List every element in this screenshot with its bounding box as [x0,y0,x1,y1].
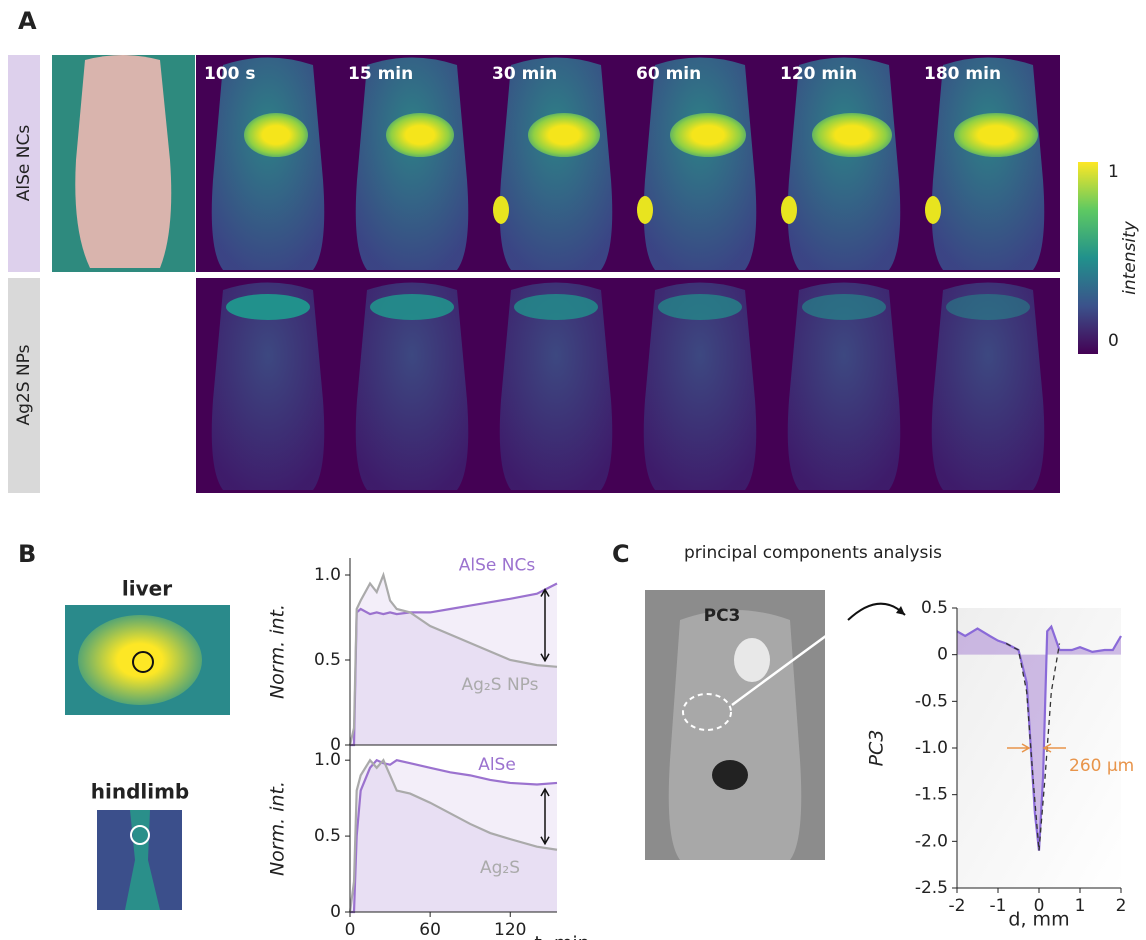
time-label: 30 min [492,64,557,84]
series-label: Ag₂S NPs [462,675,539,695]
liver-signal [514,294,598,320]
x-tick-label: 120 [494,920,526,940]
hindlimb-image [97,810,182,910]
y-tick-label: -1.5 [915,785,948,805]
colorbar [1078,162,1098,354]
liver-signal [386,113,454,157]
row-label: AlSe NCs [14,125,34,202]
mouse-glow [788,58,901,271]
x-tick-label: 60 [419,920,441,940]
x-tick-label: 0 [345,920,356,940]
series-label: AlSe [478,755,516,775]
time-label: 100 s [204,64,256,84]
liver-signal [670,113,746,157]
image-label: PC3 [704,606,741,626]
image-label: liver [122,577,172,601]
mouse-glow [500,58,613,271]
y-tick-label: -1.0 [915,738,948,758]
mouse-glow [644,58,757,271]
y-axis-label: Norm. int. [267,781,289,876]
liver-signal [528,113,600,157]
y-tick-label: 0 [330,902,341,922]
panel-label: A [18,7,37,35]
y-tick-label: 0.5 [921,598,948,618]
limb-signal [781,196,797,224]
annotation: 260 µm [1069,756,1134,776]
x-tick-label: -1 [990,896,1007,916]
panel-label: B [18,540,36,568]
image-strip [196,55,1060,272]
y-tick-label: 0 [937,645,948,665]
series-label: AlSe NCs [459,556,536,576]
time-label: 180 min [924,64,1001,84]
image-strip [196,278,1060,493]
y-axis-label: PC3 [866,730,888,767]
colorbar-label: intensity [1120,220,1140,295]
x-axis-label: t, min [534,933,589,940]
panel-title: principal components analysis [684,543,942,563]
y-tick-label: 1.0 [314,565,341,585]
limb-signal [925,196,941,224]
liver-signal [802,294,886,320]
x-tick-label: 2 [1116,896,1127,916]
time-label: 120 min [780,64,857,84]
mouse-glow [356,58,469,271]
y-axis-label: Norm. int. [267,604,289,699]
liver-signal [946,294,1030,320]
liver-signal [244,113,308,157]
colorbar-tick: 0 [1108,331,1119,351]
pca-image [645,590,905,860]
liver-signal [226,294,310,320]
y-tick-label: -2.0 [915,831,948,851]
mouse-photo [52,55,195,272]
y-tick-label: 0.5 [314,650,341,670]
x-axis-label: d, mm [1008,909,1069,931]
liver-signal [370,294,454,320]
liver-signal [954,113,1038,157]
limb-signal [493,196,509,224]
y-tick-label: -2.5 [915,878,948,898]
y-tick-label: -0.5 [915,691,948,711]
colorbar-tick: 1 [1108,162,1119,182]
limb-signal [637,196,653,224]
x-tick-label: 1 [1075,896,1086,916]
figure: A AlSe NCs Ag2S NPs 100 s 15 min 30 min 60 … [0,0,1146,940]
time-label: 15 min [348,64,413,84]
liver-signal [812,113,892,157]
mouse-glow [932,58,1045,271]
liver-signal [658,294,742,320]
x-tick-label: -2 [949,896,966,916]
liver-image [65,605,230,715]
time-label: 60 min [636,64,701,84]
y-tick-label: 1.0 [314,750,341,770]
panel-label: C [612,540,630,568]
image-label: hindlimb [91,780,190,804]
row-label: Ag2S NPs [14,344,34,425]
series-label: Ag₂S [480,858,520,878]
y-tick-label: 0.5 [314,826,341,846]
mouse-glow [212,58,325,271]
